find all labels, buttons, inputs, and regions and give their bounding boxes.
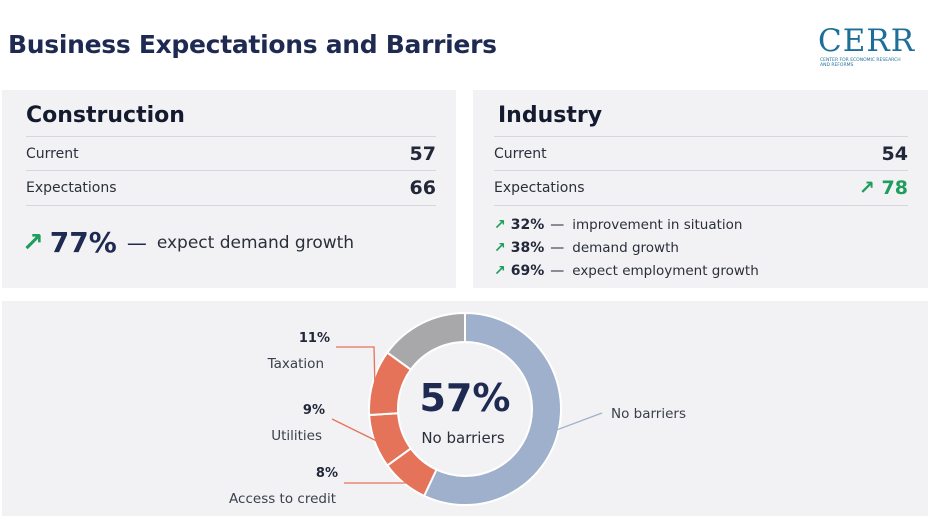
taxation-percent-label: 11%	[299, 331, 330, 346]
expectations-value: 78	[881, 177, 908, 199]
taxation-name-label: Taxation	[267, 356, 324, 372]
leader-line-no-barriers	[556, 412, 603, 431]
center-value: 57%	[420, 376, 511, 420]
arrow-up-right-icon: ↗	[22, 227, 44, 258]
credit-percent-label: 8%	[316, 466, 338, 481]
list-item: ↗ 38% — demand growth	[494, 236, 759, 259]
row-label: Current	[26, 146, 79, 162]
leader-lines	[331, 346, 603, 484]
barriers-donut-chart: 57% No barriers 11% Taxation 9% Utilitie…	[229, 311, 686, 507]
list-item: ↗ 69% — expect employment growth	[494, 259, 759, 282]
utilities-percent-label: 9%	[303, 403, 325, 418]
no-barriers-label: No barriers	[611, 406, 686, 422]
item-text: expect employment growth	[572, 262, 759, 279]
row-value: 66	[409, 177, 436, 199]
page-title: Business Expectations and Barriers	[8, 30, 497, 59]
credit-name-label: Access to credit	[229, 491, 336, 507]
utilities-name-label: Utilities	[271, 428, 322, 444]
item-text: improvement in situation	[572, 216, 743, 233]
arrow-up-right-icon: ↗	[859, 177, 875, 199]
list-item: ↗ 32% — improvement in situation	[494, 213, 759, 236]
leader-line-utilities	[331, 418, 378, 443]
demand-growth-text: expect demand growth	[156, 232, 355, 253]
construction-row-expectations: Expectations 66	[26, 170, 436, 206]
donut-slice-other	[385, 311, 466, 372]
logo-subtitle: Center for Economic Research and Reforms	[820, 58, 901, 68]
item-percent: 69%	[510, 262, 545, 279]
demand-growth-percent: 77%	[49, 226, 117, 259]
stat-dash: —	[126, 230, 147, 255]
logo-wordmark: CERR	[818, 23, 916, 59]
industry-row-current: Current 54	[494, 136, 908, 171]
row-value: 54	[881, 143, 908, 165]
item-percent: 32%	[510, 216, 545, 233]
industry-row-expectations: Expectations ↗ 78	[494, 170, 908, 206]
item-dash: —	[550, 216, 565, 233]
leader-line-taxation	[336, 346, 376, 383]
industry-stats-list: ↗ 32% — improvement in situation ↗ 38% —…	[494, 213, 759, 282]
item-text: demand growth	[572, 239, 679, 256]
row-value: ↗ 78	[859, 177, 908, 199]
industry-panel: Industry Current 54 Expectations ↗ 78	[473, 90, 928, 288]
donut-slice-no-barriers	[422, 311, 562, 506]
barriers-panel: 57% No barriers 11% Taxation 9% Utilitie…	[2, 301, 928, 516]
construction-title: Construction	[26, 103, 185, 128]
donut-slices	[368, 311, 562, 506]
item-percent: 38%	[510, 239, 545, 256]
industry-title: Industry	[498, 103, 603, 128]
row-value: 57	[409, 143, 436, 165]
row-label: Expectations	[26, 180, 117, 196]
row-label: Expectations	[494, 180, 585, 196]
arrow-up-right-icon: ↗	[494, 262, 506, 279]
construction-demand-stat: ↗ 77% — expect demand growth	[22, 226, 354, 259]
row-label: Current	[494, 146, 547, 162]
center-label: No barriers	[421, 429, 505, 447]
arrow-up-right-icon: ↗	[494, 216, 506, 233]
cerr-logo: CERR Center for Economic Research and Re…	[818, 24, 928, 74]
construction-row-current: Current 57	[26, 136, 436, 171]
item-dash: —	[550, 262, 565, 279]
item-dash: —	[550, 239, 565, 256]
arrow-up-right-icon: ↗	[494, 239, 506, 256]
construction-panel: Construction Current 57 Expectations 66 …	[2, 90, 456, 288]
